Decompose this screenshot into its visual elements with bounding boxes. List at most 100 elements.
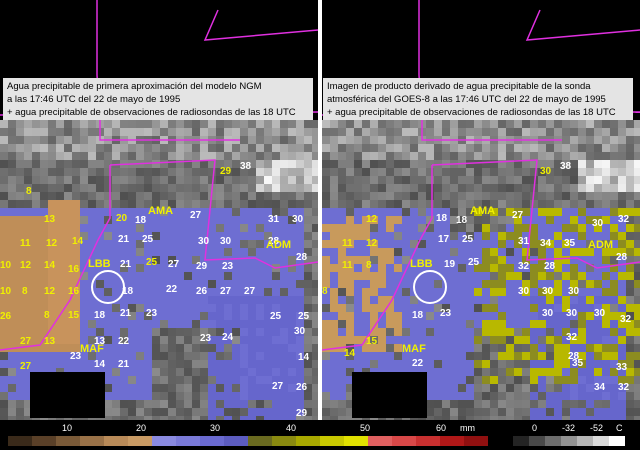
pixel xyxy=(8,304,16,312)
pixel xyxy=(362,328,370,336)
pixel xyxy=(402,320,410,328)
pixel xyxy=(192,360,200,368)
pixel xyxy=(610,200,618,208)
pixel xyxy=(562,168,570,176)
pixel xyxy=(458,184,466,192)
pixel xyxy=(16,368,24,376)
pixel xyxy=(458,240,466,248)
pixel xyxy=(296,344,304,352)
pixel xyxy=(578,400,586,408)
pixel xyxy=(322,344,330,352)
pixel xyxy=(538,224,546,232)
pixel xyxy=(16,400,24,408)
station-value: 23 xyxy=(146,308,158,319)
pixel xyxy=(474,288,482,296)
pixel xyxy=(144,200,152,208)
pixel xyxy=(56,328,64,336)
pixel xyxy=(80,296,88,304)
station-value: 38 xyxy=(240,161,252,172)
pixel xyxy=(128,240,136,248)
pixel xyxy=(618,400,626,408)
pixel xyxy=(354,128,362,136)
pixel xyxy=(168,304,176,312)
pixel xyxy=(104,232,112,240)
pixel xyxy=(72,256,80,264)
pixel xyxy=(240,256,248,264)
pixel xyxy=(506,288,514,296)
pixel xyxy=(296,200,304,208)
pixel xyxy=(160,264,168,272)
pixel xyxy=(442,216,450,224)
pixel xyxy=(312,272,320,280)
pixel xyxy=(386,184,394,192)
pixel xyxy=(280,128,288,136)
pixel xyxy=(554,184,562,192)
pixel xyxy=(152,400,160,408)
pixel xyxy=(378,352,386,360)
pixel xyxy=(546,248,554,256)
pixel xyxy=(554,120,562,128)
colorbar-swatch xyxy=(128,436,152,446)
pixel xyxy=(602,352,610,360)
pixel xyxy=(48,360,56,368)
pixel xyxy=(248,312,256,320)
pixel xyxy=(232,256,240,264)
pixel xyxy=(418,176,426,184)
pixel xyxy=(216,184,224,192)
station-value: 18 xyxy=(412,310,424,321)
pixel xyxy=(216,280,224,288)
pixel xyxy=(434,120,442,128)
pixel xyxy=(402,328,410,336)
pixel xyxy=(330,144,338,152)
pixel xyxy=(330,280,338,288)
pixel xyxy=(40,272,48,280)
pixel xyxy=(56,208,64,216)
pixel xyxy=(192,336,200,344)
pixel xyxy=(426,120,434,128)
pixel xyxy=(40,152,48,160)
pixel xyxy=(362,144,370,152)
pixel xyxy=(312,208,320,216)
pixel xyxy=(312,352,320,360)
pixel xyxy=(120,120,128,128)
pixel xyxy=(192,240,200,248)
pixel xyxy=(272,168,280,176)
pixel xyxy=(16,392,24,400)
pixel xyxy=(176,160,184,168)
pixel xyxy=(176,184,184,192)
pixel xyxy=(240,328,248,336)
pixel xyxy=(24,256,32,264)
pixel xyxy=(490,312,498,320)
pixel xyxy=(248,240,256,248)
pixel xyxy=(24,232,32,240)
pixel xyxy=(498,352,506,360)
pixel xyxy=(248,192,256,200)
pixel xyxy=(8,256,16,264)
pixel xyxy=(0,152,8,160)
top-black xyxy=(0,0,318,78)
pixel xyxy=(32,160,40,168)
pixel xyxy=(24,176,32,184)
pixel xyxy=(16,336,24,344)
pixel xyxy=(482,256,490,264)
pixel xyxy=(610,272,618,280)
pixel xyxy=(362,216,370,224)
pixel xyxy=(80,360,88,368)
pixel xyxy=(248,144,256,152)
pixel xyxy=(466,296,474,304)
pixel xyxy=(184,256,192,264)
pixel xyxy=(394,128,402,136)
pixel xyxy=(434,392,442,400)
pixel xyxy=(618,368,626,376)
pixel xyxy=(418,200,426,208)
pixel xyxy=(208,264,216,272)
pixel xyxy=(354,232,362,240)
station-value: 23 xyxy=(440,308,452,319)
station-value: 14 xyxy=(94,359,106,370)
pixel xyxy=(280,160,288,168)
pixel xyxy=(176,152,184,160)
pixel xyxy=(104,392,112,400)
pixel xyxy=(224,288,232,296)
pixel xyxy=(426,264,434,272)
pixel xyxy=(434,232,442,240)
